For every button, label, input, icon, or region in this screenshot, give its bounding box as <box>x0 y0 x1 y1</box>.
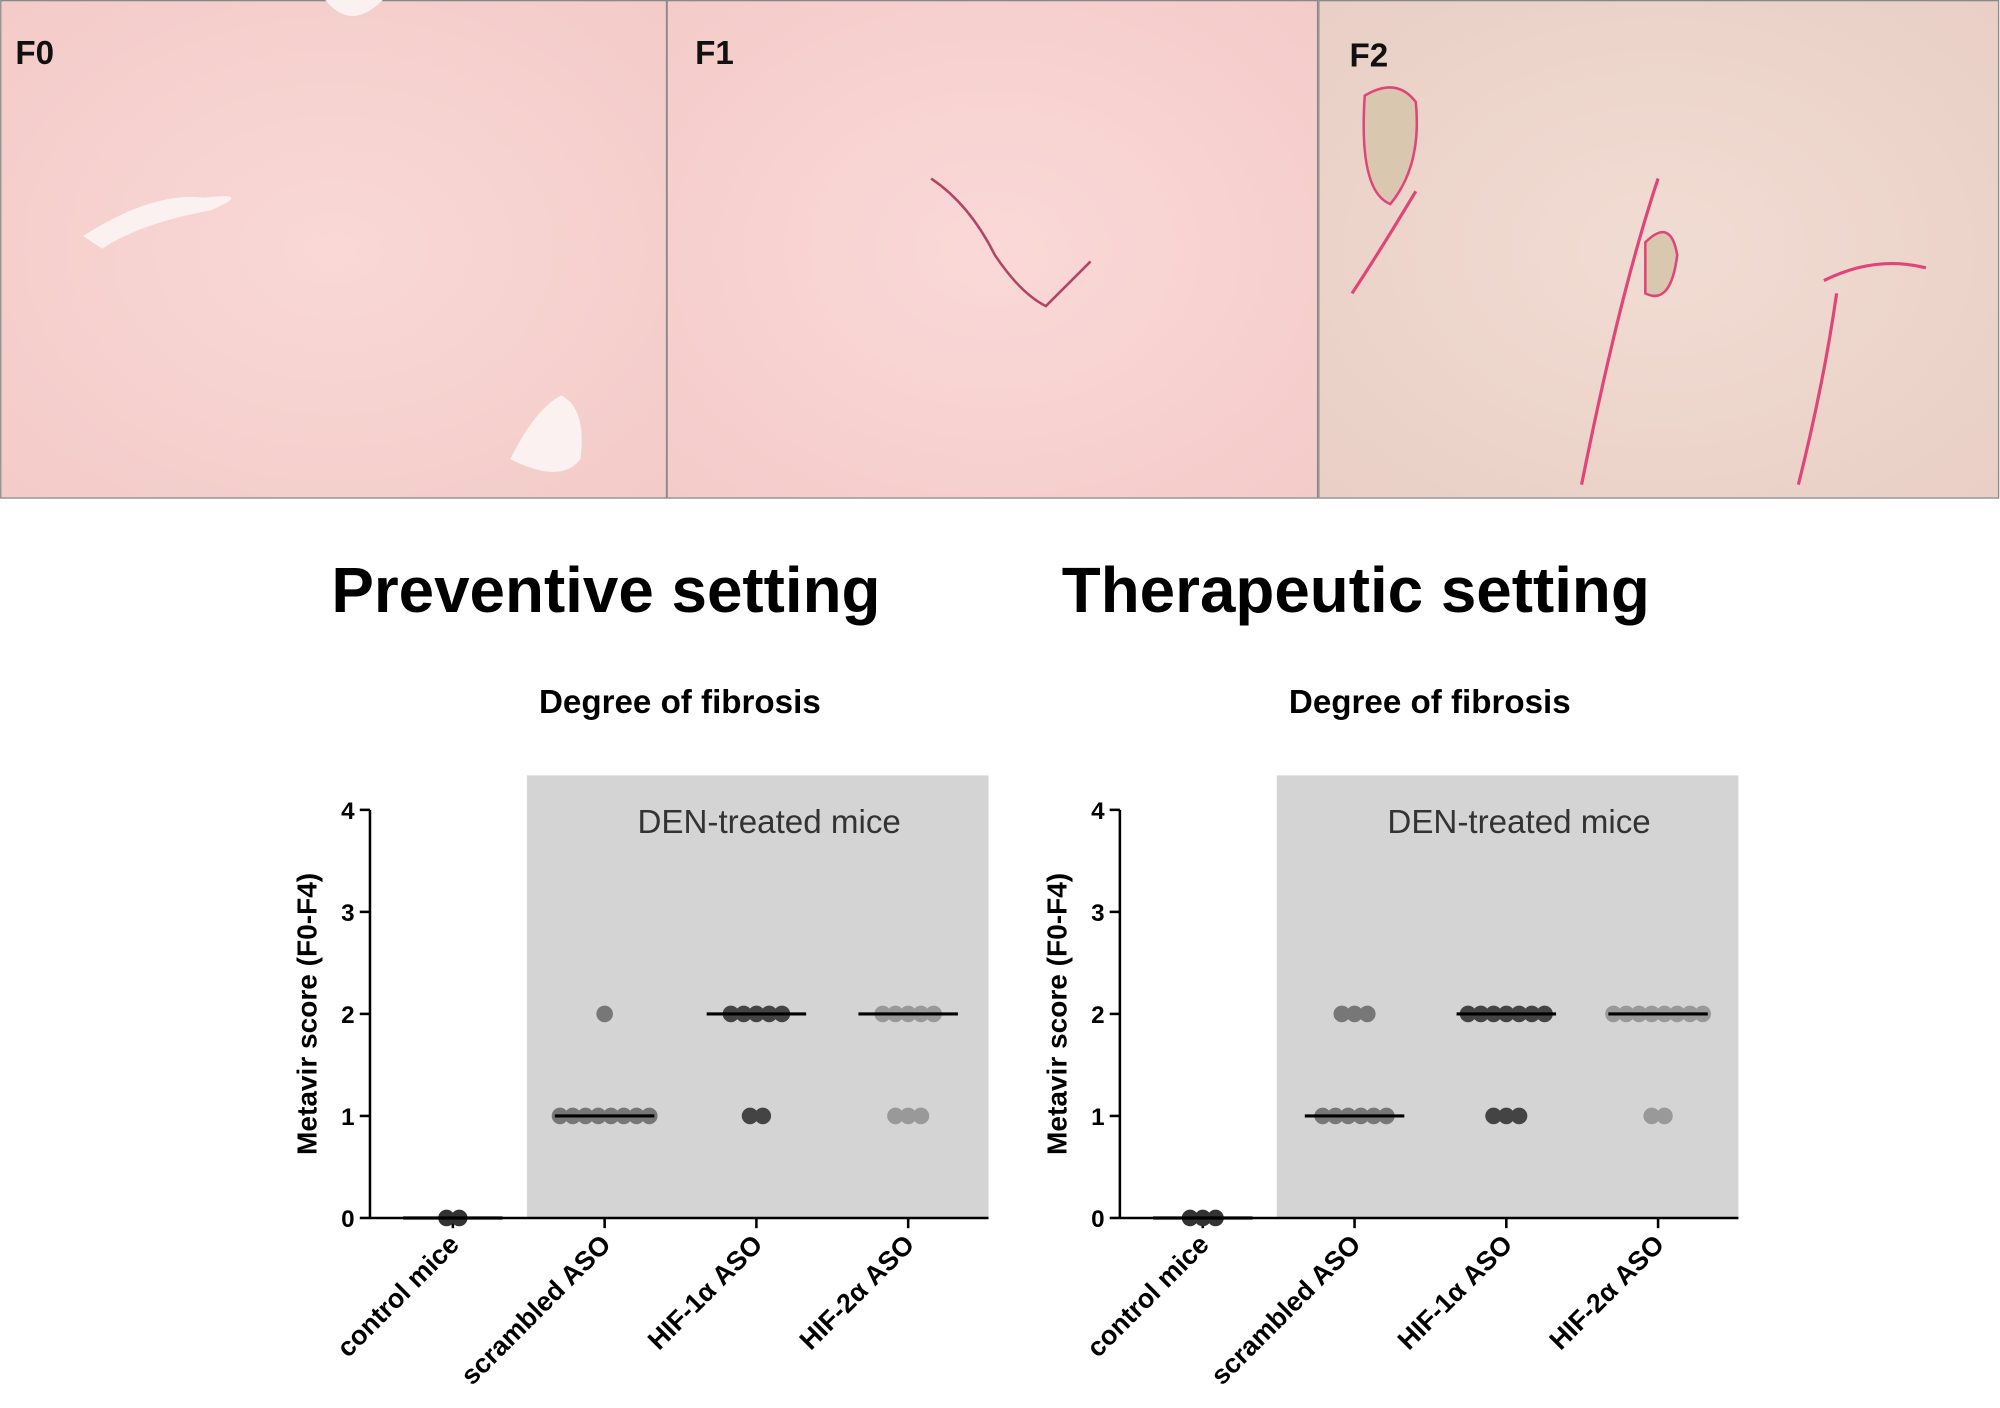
data-dot <box>1656 1107 1673 1125</box>
y-tick-label: 0 <box>341 1206 354 1233</box>
data-dot <box>1359 1005 1376 1023</box>
y-tick-label: 2 <box>341 1002 354 1029</box>
histology-panels: F0 F1 F2 <box>0 0 2000 499</box>
data-dot <box>1510 1107 1528 1125</box>
data-dot <box>596 1005 613 1023</box>
fibre <box>930 177 1092 308</box>
y-tick-label: 4 <box>1091 798 1105 825</box>
setting-heading: Preventive setting <box>331 554 880 626</box>
x-tick-label: HIF-1α ASO <box>642 1229 768 1355</box>
y-axis-label: Metavir score (F0-F4) <box>291 873 322 1155</box>
y-tick-label: 1 <box>1091 1104 1104 1131</box>
x-tick-label: control mice <box>331 1229 465 1363</box>
y-axis-label: Metavir score (F0-F4) <box>1041 873 1072 1155</box>
panel-label: F2 <box>1349 37 1388 74</box>
data-dot <box>1643 1107 1660 1125</box>
region-annotation: DEN-treated mice <box>637 804 900 841</box>
vessel <box>1362 86 1419 206</box>
data-dot <box>754 1107 772 1125</box>
chart-title: Degree of fibrosis <box>539 684 821 721</box>
setting-heading: Therapeutic setting <box>1062 554 1650 626</box>
data-dot <box>1498 1107 1515 1125</box>
region-annotation: DEN-treated mice <box>1387 804 1650 841</box>
x-tick-label: HIF-1α ASO <box>1392 1229 1518 1355</box>
y-tick-label: 0 <box>1091 1206 1104 1233</box>
treated-region <box>1276 775 1739 1218</box>
x-tick-label: scrambled ASO <box>1205 1229 1366 1390</box>
data-dot <box>1485 1107 1502 1125</box>
data-dot <box>899 1107 917 1125</box>
data-dot <box>1346 1005 1363 1023</box>
data-dot <box>1333 1005 1351 1023</box>
x-tick-label: HIF-2α ASO <box>1544 1229 1670 1355</box>
x-tick-label: HIF-2α ASO <box>794 1229 920 1355</box>
y-tick-label: 1 <box>341 1104 354 1131</box>
data-dot <box>912 1107 930 1125</box>
vessel <box>510 395 582 472</box>
fibre <box>1350 178 1927 486</box>
y-tick-label: 3 <box>341 900 354 927</box>
chart-title: Degree of fibrosis <box>1289 684 1571 721</box>
panel-label: F1 <box>695 35 734 72</box>
vessel <box>83 196 232 249</box>
data-dot <box>887 1107 904 1125</box>
x-tick-label: control mice <box>1081 1229 1215 1363</box>
vessel <box>1644 230 1679 298</box>
y-tick-label: 4 <box>341 798 355 825</box>
y-tick-label: 2 <box>1091 1002 1104 1029</box>
x-tick-label: scrambled ASO <box>455 1229 616 1390</box>
treated-region <box>526 775 989 1218</box>
vessel <box>325 0 383 16</box>
data-dot <box>741 1107 759 1125</box>
panel-label: F0 <box>15 35 54 72</box>
y-tick-label: 3 <box>1091 900 1104 927</box>
